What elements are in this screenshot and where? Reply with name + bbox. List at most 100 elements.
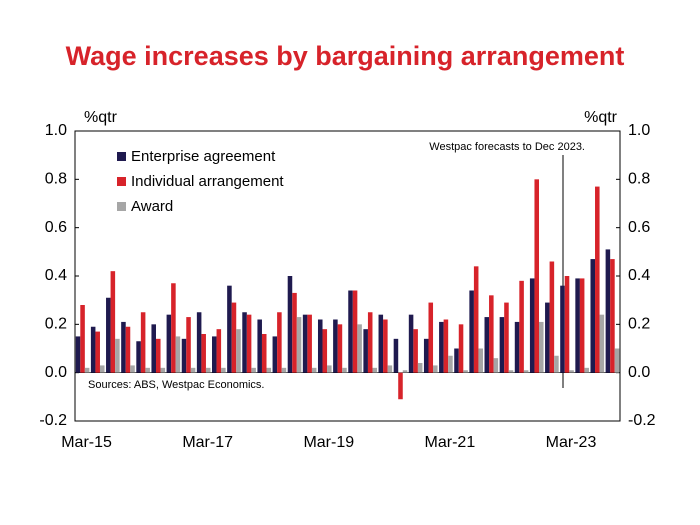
- annotation: Westpac forecasts to Dec 2023.: [429, 141, 585, 153]
- bar: [266, 367, 272, 373]
- bar: [387, 365, 393, 373]
- bar: [322, 329, 328, 373]
- bar: [433, 365, 438, 373]
- annotation: Sources: ABS, Westpac Economics.: [88, 379, 264, 391]
- bar: [151, 324, 156, 373]
- y2-tick-label: 0.2: [628, 316, 650, 333]
- bar: [473, 266, 479, 373]
- y2-axis-label: %qtr: [584, 109, 618, 126]
- y-tick-label: 0.8: [45, 171, 67, 188]
- bar: [125, 326, 131, 373]
- y2-tick-label: 0.0: [628, 364, 650, 381]
- bar: [348, 290, 353, 373]
- bar: [175, 336, 181, 373]
- bar: [539, 321, 544, 373]
- bar: [560, 285, 565, 373]
- bar: [302, 314, 308, 373]
- bar: [317, 319, 323, 373]
- bar: [261, 334, 267, 373]
- bar: [186, 317, 191, 373]
- y-tick-label: 0.2: [45, 316, 67, 333]
- bar: [428, 302, 434, 373]
- bar: [514, 321, 520, 373]
- bar: [99, 365, 105, 373]
- y2-tick-label: -0.2: [628, 412, 656, 429]
- bar: [534, 179, 540, 373]
- bar: [545, 302, 550, 373]
- x-tick-label: Mar-21: [425, 434, 476, 451]
- bar: [257, 319, 262, 373]
- bar: [595, 186, 600, 373]
- x-tick-label: Mar-17: [182, 434, 233, 451]
- bar: [484, 317, 490, 373]
- y-tick-label: 1.0: [45, 122, 67, 139]
- bar: [160, 367, 166, 373]
- bar: [398, 372, 403, 400]
- bar: [110, 271, 116, 373]
- bar: [443, 319, 449, 373]
- bar: [458, 324, 464, 373]
- bar: [75, 336, 81, 373]
- bar: [333, 319, 338, 373]
- bar: [212, 336, 217, 373]
- y2-tick-label: 1.0: [628, 122, 650, 139]
- bar: [523, 370, 529, 373]
- bar: [549, 261, 555, 373]
- y-tick-label: 0.0: [45, 364, 67, 381]
- bar: [272, 336, 278, 373]
- bar: [121, 321, 126, 373]
- bar: [504, 302, 509, 373]
- bar: [378, 314, 384, 373]
- bar: [296, 317, 302, 373]
- bar: [95, 331, 100, 373]
- bar: [564, 276, 570, 373]
- bar: [508, 370, 514, 373]
- bar: [599, 314, 605, 373]
- bar: [140, 312, 146, 373]
- bar: [590, 259, 596, 373]
- bar: [383, 319, 388, 373]
- bar: [205, 367, 211, 373]
- legend-label: Enterprise agreement: [131, 148, 276, 165]
- bar: [307, 314, 312, 373]
- bar: [342, 367, 347, 373]
- x-tick-label: Mar-19: [303, 434, 354, 451]
- bar: [363, 329, 368, 373]
- bar: [130, 365, 135, 373]
- bar: [327, 365, 332, 373]
- bar: [196, 312, 202, 373]
- bar: [367, 312, 373, 373]
- bar: [402, 370, 408, 373]
- bar: [413, 329, 418, 373]
- bar: [575, 278, 580, 373]
- bar: [439, 321, 444, 373]
- bar: [605, 249, 611, 373]
- bar: [287, 276, 293, 373]
- bar: [569, 370, 574, 373]
- y2-tick-label: 0.4: [628, 267, 650, 284]
- bar: [166, 314, 172, 373]
- y-axis-label: %qtr: [84, 109, 118, 126]
- legend-label: Individual arrangement: [131, 173, 284, 190]
- bar: [106, 297, 111, 373]
- bar: [337, 324, 343, 373]
- bar: [584, 367, 589, 373]
- legend-swatch: [117, 177, 126, 186]
- y-tick-label: -0.2: [39, 412, 67, 429]
- y-tick-label: 0.6: [45, 219, 67, 236]
- bar: [155, 338, 161, 373]
- bar: [311, 367, 317, 373]
- bar: [281, 367, 287, 373]
- bar: [171, 283, 176, 373]
- bar: [90, 326, 96, 373]
- bar: [478, 348, 483, 373]
- y-tick-label: 0.4: [45, 267, 67, 284]
- bar: [463, 370, 468, 373]
- bar: [417, 363, 423, 373]
- bar: [216, 329, 222, 373]
- bar: [448, 355, 453, 373]
- bar: [201, 334, 206, 373]
- bar: [493, 358, 499, 373]
- bar: [221, 367, 226, 373]
